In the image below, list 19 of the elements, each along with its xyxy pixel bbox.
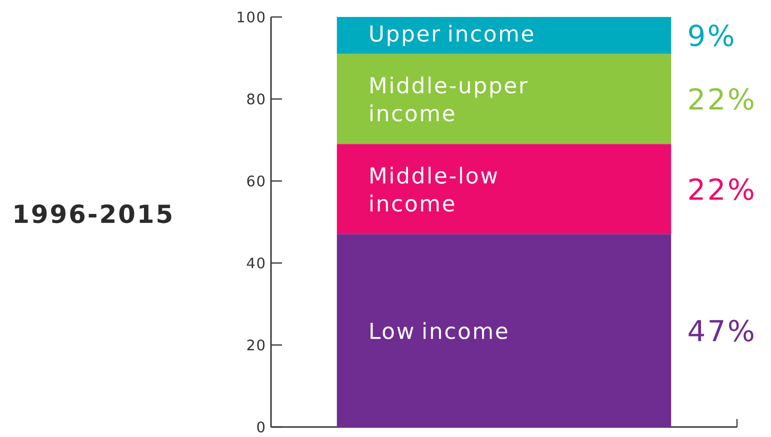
bar [336,16,672,54]
bar [336,234,672,428]
y-tick-label: 20 [247,340,265,350]
y-tick-label: 0 [257,422,265,432]
series-label: Middle-upper income [370,76,528,122]
text: 1996-2015 [14,204,172,224]
y-tick-label: 80 [247,94,265,104]
text: 47% [688,320,754,342]
bar [336,144,672,234]
y-tick-label: 100 [238,12,265,22]
text: 22% [689,88,754,110]
text: 9% [689,24,734,46]
text: 22% [689,178,754,200]
series-label: Middle-low income [370,166,498,212]
series-label: Upper income [370,24,534,46]
y-tick-label: 60 [247,176,265,186]
series-label: Low income [370,322,508,340]
bar [336,54,672,144]
y-tick-label: 40 [246,258,265,268]
